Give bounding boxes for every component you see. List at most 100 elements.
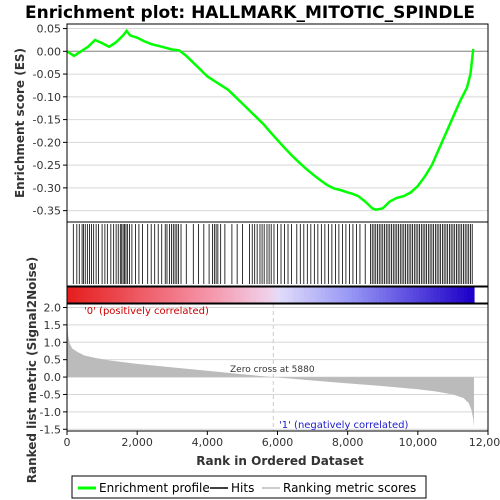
positive-correlated-label: '0' (positively correlated) [84,306,209,317]
colorbar-segment [70,287,75,303]
colorbar-segment [178,287,183,303]
colorbar-segment [368,287,373,303]
colorbar-segment [158,287,163,303]
colorbar-segment [341,287,346,303]
colorbar-segment [375,287,380,303]
es-y-tick-label: 0.00 [37,45,62,58]
metric-y-tick-label: 1.5 [44,319,62,332]
colorbar-segment [256,287,261,303]
colorbar-segment [226,287,231,303]
colorbar-segment [260,287,265,303]
es-y-tick-label: -0.25 [33,159,61,172]
hit-lines [72,224,473,284]
colorbar-segment [382,287,387,303]
colorbar-segment [192,287,197,303]
colorbar-segment [239,287,244,303]
colorbar-segment [399,287,404,303]
es-y-tick-label: -0.05 [33,68,61,81]
metric-x-tick-label: 10,000 [399,436,438,449]
colorbar-segment [345,287,350,303]
colorbar-segment [263,287,268,303]
colorbar-segment [138,287,143,303]
colorbar-segment [379,287,383,303]
colorbar-segment [104,287,109,303]
es-y-tick-label: -0.35 [33,205,61,218]
colorbar-segment [182,287,187,303]
colorbar-segment [429,287,434,303]
colorbar-segment [229,287,234,303]
metric-y-tick-label: 0.5 [44,354,62,367]
colorbar-segment [195,287,200,303]
colorbar-segment [287,287,292,303]
colorbar-segment [436,287,441,303]
colorbar-segment [433,287,438,303]
es-y-axis-label: Enrichment score (ES) [13,48,27,198]
colorbar-segment [141,287,146,303]
colorbar-segment [307,287,312,303]
colorbar-segment [301,287,305,303]
colorbar-segment [463,287,468,303]
colorbar-segment [131,287,136,303]
colorbar-segment [219,287,224,303]
colorbar-segment [100,287,105,303]
colorbar-segment [284,287,289,303]
colorbar-segment [209,287,214,303]
colorbar-segment [124,287,129,303]
es-y-tick-label: 0.05 [37,23,62,36]
colorbar-segment [94,287,99,303]
colorbar-segment [365,287,370,303]
colorbar-segment [233,287,238,303]
colorbar-segment [111,287,116,303]
colorbar-segment [443,287,448,303]
metric-frame [66,303,489,432]
colorbar-segment [372,287,377,303]
colorbar-segment [246,287,251,303]
negative-correlated-label: '1' (negatively correlated) [279,420,408,431]
colorbar-segment [304,287,309,303]
colorbar-segment [199,287,204,303]
metric-x-tick-label: 12,000 [469,436,500,449]
colorbar-segment [331,287,336,303]
metric-x-tick-label: 0 [64,436,71,449]
colorbar-segment [314,287,319,303]
metric-x-tick-label: 8,000 [332,436,364,449]
metric-x-axis-label: Rank in Ordered Dataset [196,454,364,468]
colorbar-segment [419,287,424,303]
colorbar-segment [416,287,421,303]
colorbar-segment [460,287,465,303]
colorbar-segment [412,287,417,303]
colorbar-segment [206,287,211,303]
colorbar-segment [165,287,170,303]
colorbar-segment [148,287,153,303]
hits-panel [66,221,489,287]
colorbar-segment [202,287,207,303]
colorbar-segment [107,287,112,303]
enrichment-profile-line [66,28,475,212]
colorbar-segment [172,287,177,303]
colorbar-segment [450,287,455,303]
colorbar-segment [423,287,428,303]
es-y-tick-label: -0.20 [33,136,61,149]
hits-frame [66,221,489,287]
metric-x-tick-label: 6,000 [262,436,294,449]
colorbar-segment [355,287,360,303]
colorbar-segment [426,287,431,303]
metric-y-tick-label: -0.5 [40,388,61,401]
colorbar-segment [362,287,367,303]
colorbar-segment [280,287,285,303]
colorbar-segment [321,287,326,303]
colorbar-segment [151,287,156,303]
colorbar-segment [223,287,227,303]
colorbar-segment [389,287,394,303]
metric-x-tick-label: 4,000 [192,436,224,449]
legend-hits-label: Hits [231,481,254,495]
colorbar-segment [250,287,255,303]
ranking-metric-area [67,312,474,428]
colorbar-segment [273,287,278,303]
metric-y-axis: 2.0 1.5 1.0 0.5 0.0 -0.5 -1.0 -1.5 [40,301,67,436]
colorbar-segment [117,287,122,303]
colorbar-segment [351,287,356,303]
colorbar-segment [212,287,217,303]
colorbar-segment [328,287,333,303]
